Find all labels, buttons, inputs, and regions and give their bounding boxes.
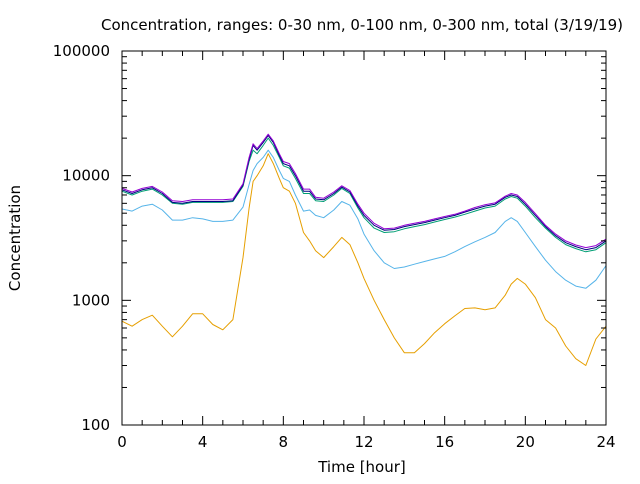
x-axis: 0 4 8 12 16 20 24 — [117, 51, 616, 451]
y-tick-label: 100000 — [53, 42, 110, 60]
chart-title: Concentration, ranges: 0-30 nm, 0-100 nm… — [101, 16, 623, 34]
x-tick-label: 16 — [435, 433, 454, 451]
series-line-1 — [121, 153, 607, 366]
y-axis-title: Concentration — [6, 185, 24, 291]
series-line-4 — [121, 135, 607, 251]
x-axis-title: Time [hour] — [317, 458, 406, 476]
plot-frame — [121, 50, 607, 426]
x-tick-label: 0 — [117, 433, 127, 451]
series-layer — [121, 133, 607, 366]
y-tick-label: 1000 — [72, 291, 110, 309]
x-tick-label: 4 — [198, 433, 208, 451]
series-line-2 — [121, 149, 607, 289]
y-tick-label: 10000 — [62, 167, 110, 185]
series-line-3 — [121, 137, 607, 253]
x-tick-label: 8 — [279, 433, 289, 451]
series-line-5 — [121, 133, 607, 249]
y-axis: 100 1000 10000 100000 — [53, 42, 606, 434]
y-tick-label: 100 — [81, 416, 110, 434]
x-tick-label: 20 — [516, 433, 535, 451]
x-tick-label: 24 — [596, 433, 615, 451]
x-tick-label: 12 — [354, 433, 373, 451]
